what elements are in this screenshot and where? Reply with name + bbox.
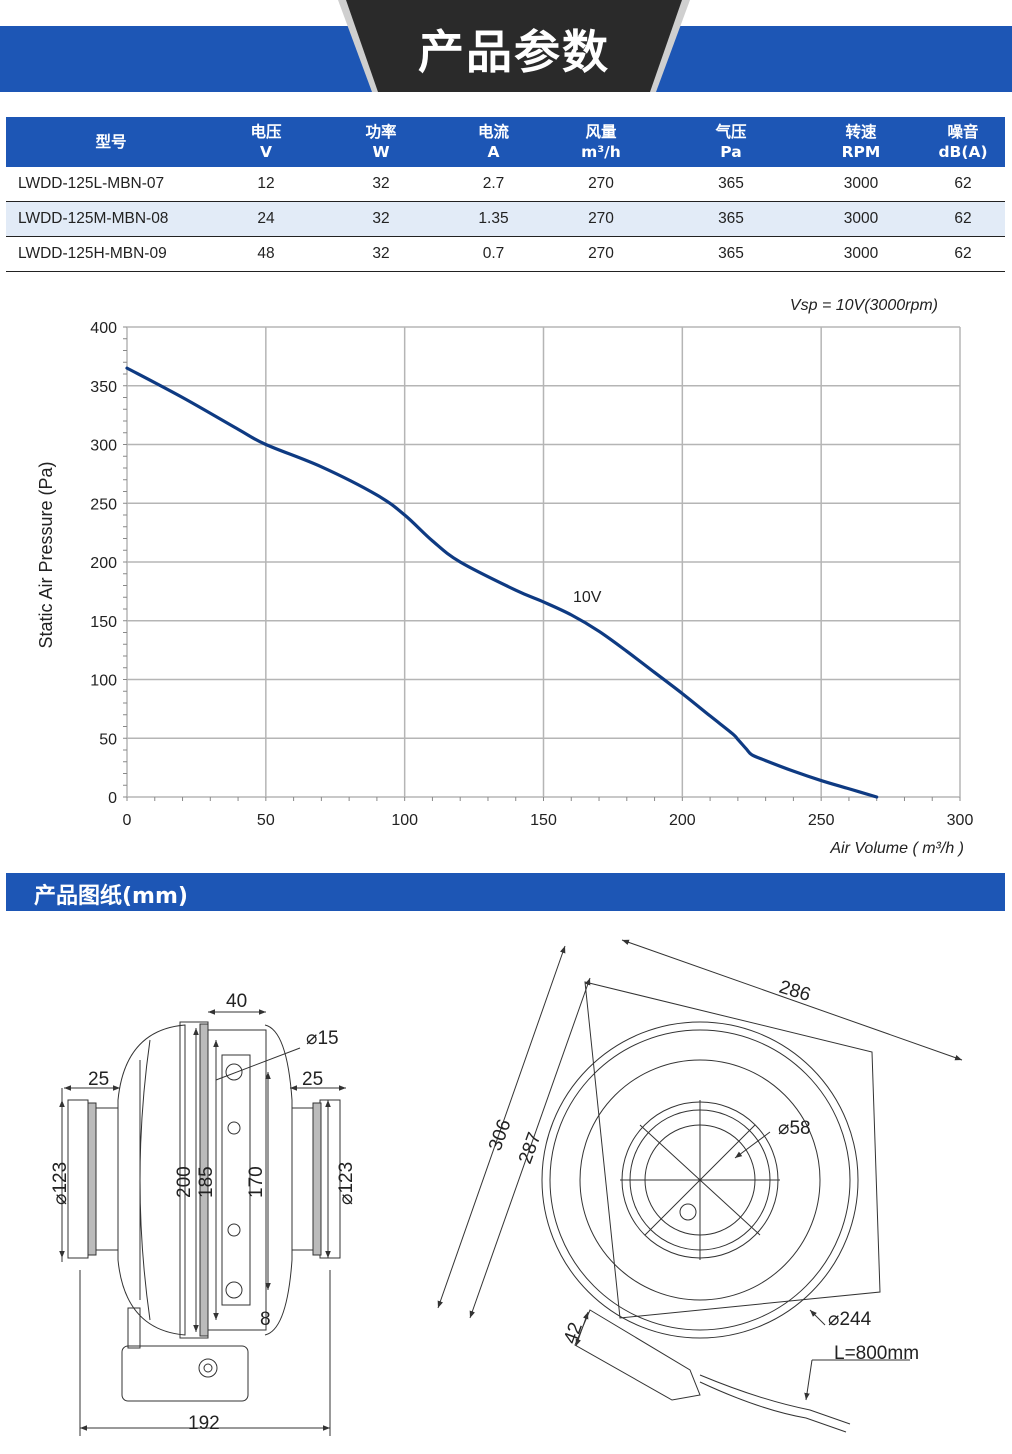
drawing-section-bar: 产品图纸(mm) <box>6 873 1005 911</box>
col-power: 功率 W <box>316 117 446 167</box>
chart-ticks: 0 50 100 150 200 250 300 0 50 100 150 200 250 300 350 4… <box>90 320 973 829</box>
pressure-airflow-chart: 0 50 100 150 200 250 300 0 50 100 150 200 250 300 350 4… <box>36 297 973 857</box>
y-tick-label: 0 <box>108 790 117 807</box>
spec-table: 型号 电压 V 功率 W 电流 A 风量 m³/h 气压 Pa 转速 RPM 噪音 dB(A)… <box>6 117 1005 272</box>
x-tick-label: 250 <box>808 812 835 829</box>
y-axis-label: Static Air Pressure (Pa) <box>36 461 56 648</box>
cell-model: LWDD-125L-MBN-07 <box>6 167 216 202</box>
dim-8: 8 <box>260 1309 271 1330</box>
dim-185: 185 <box>196 1166 217 1198</box>
drawing-section-title: 产品图纸(mm) <box>34 884 188 909</box>
chart-title: Vsp = 10V(3000rpm) <box>790 297 938 314</box>
spec-table-header: 型号 电压 V 功率 W 电流 A 风量 m³/h 气压 Pa 转速 RPM 噪音 dB(A) <box>6 117 1005 167</box>
chart-grid <box>126 326 961 798</box>
dim-42: 42 <box>560 1320 587 1347</box>
y-tick-label: 150 <box>90 614 117 631</box>
cell-speed: 3000 <box>801 167 921 202</box>
cell-current: 1.35 <box>446 201 541 237</box>
cell-airflow: 270 <box>541 201 661 237</box>
y-tick-label: 50 <box>99 731 117 748</box>
x-tick-label: 200 <box>669 812 696 829</box>
col-noise: 噪音 dB(A) <box>921 117 1005 167</box>
side-view <box>59 1009 346 1436</box>
cell-voltage: 24 <box>216 201 316 237</box>
x-axis-label: Air Volume ( m³/h ) <box>829 840 964 857</box>
page-title: 产品参数 <box>418 25 610 79</box>
cell-pressure: 365 <box>661 201 801 237</box>
dim-25-right: 25 <box>302 1069 323 1090</box>
chart-series <box>125 366 879 799</box>
cell-power: 32 <box>316 167 446 202</box>
dim-15: ⌀15 <box>306 1028 339 1049</box>
x-tick-label: 50 <box>257 812 275 829</box>
cell-power: 32 <box>316 236 446 272</box>
fan-technical-drawing: 40 ⌀15 25 25 ⌀123 ⌀123 200 185 170 8 192… <box>50 939 963 1436</box>
y-tick-label: 400 <box>90 320 117 337</box>
dim-287: 287 <box>515 1130 546 1167</box>
cell-speed: 3000 <box>801 201 921 237</box>
dim-25-left: 25 <box>88 1069 109 1090</box>
col-airflow: 风量 m³/h <box>541 117 661 167</box>
cell-pressure: 365 <box>661 236 801 272</box>
y-tick-label: 200 <box>90 555 117 572</box>
cell-noise: 62 <box>921 201 1005 237</box>
cell-noise: 62 <box>921 167 1005 202</box>
cell-voltage: 12 <box>216 167 316 202</box>
series-label-10v: 10V <box>573 589 602 606</box>
cell-noise: 62 <box>921 236 1005 272</box>
col-speed: 转速 RPM <box>801 117 921 167</box>
col-pressure: 气压 Pa <box>661 117 801 167</box>
col-current: 电流 A <box>446 117 541 167</box>
cell-power: 32 <box>316 201 446 237</box>
header-title-tab <box>338 0 690 92</box>
cell-model: LWDD-125H-MBN-09 <box>6 236 216 272</box>
x-tick-label: 300 <box>947 812 974 829</box>
cell-voltage: 48 <box>216 236 316 272</box>
dim-200: 200 <box>174 1166 195 1198</box>
col-model: 型号 <box>6 117 216 167</box>
table-row: LWDD-125H-MBN-09 48 32 0.7 270 365 3000 … <box>6 236 1005 272</box>
cell-current: 0.7 <box>446 236 541 272</box>
dim-286: 286 <box>777 977 813 1006</box>
cell-airflow: 270 <box>541 236 661 272</box>
cell-current: 2.7 <box>446 167 541 202</box>
dim-244: ⌀244 <box>828 1309 872 1330</box>
dim-170: 170 <box>246 1166 267 1198</box>
dim-123-right: ⌀123 <box>336 1162 357 1205</box>
y-tick-label: 250 <box>90 496 117 513</box>
col-voltage: 电压 V <box>216 117 316 167</box>
y-tick-label: 300 <box>90 438 117 455</box>
x-tick-label: 100 <box>391 812 418 829</box>
x-tick-label: 150 <box>530 812 557 829</box>
table-row: LWDD-125L-MBN-07 12 32 2.7 270 365 3000 … <box>6 167 1005 202</box>
table-row: LWDD-125M-MBN-08 24 32 1.35 270 365 3000… <box>6 201 1005 237</box>
cell-pressure: 365 <box>661 167 801 202</box>
series-line-10v <box>125 366 879 799</box>
cell-model: LWDD-125M-MBN-08 <box>6 201 216 237</box>
front-view <box>437 939 963 1433</box>
cell-airflow: 270 <box>541 167 661 202</box>
dim-40: 40 <box>226 991 247 1012</box>
x-tick-label: 0 <box>123 812 132 829</box>
cell-speed: 3000 <box>801 236 921 272</box>
dim-306: 306 <box>485 1117 516 1154</box>
y-tick-label: 350 <box>90 379 117 396</box>
dim-58: ⌀58 <box>778 1118 811 1139</box>
dim-cable-length: L=800mm <box>834 1343 919 1364</box>
dim-192: 192 <box>188 1413 220 1434</box>
y-tick-label: 100 <box>90 673 117 690</box>
dim-123-left: ⌀123 <box>50 1162 71 1205</box>
